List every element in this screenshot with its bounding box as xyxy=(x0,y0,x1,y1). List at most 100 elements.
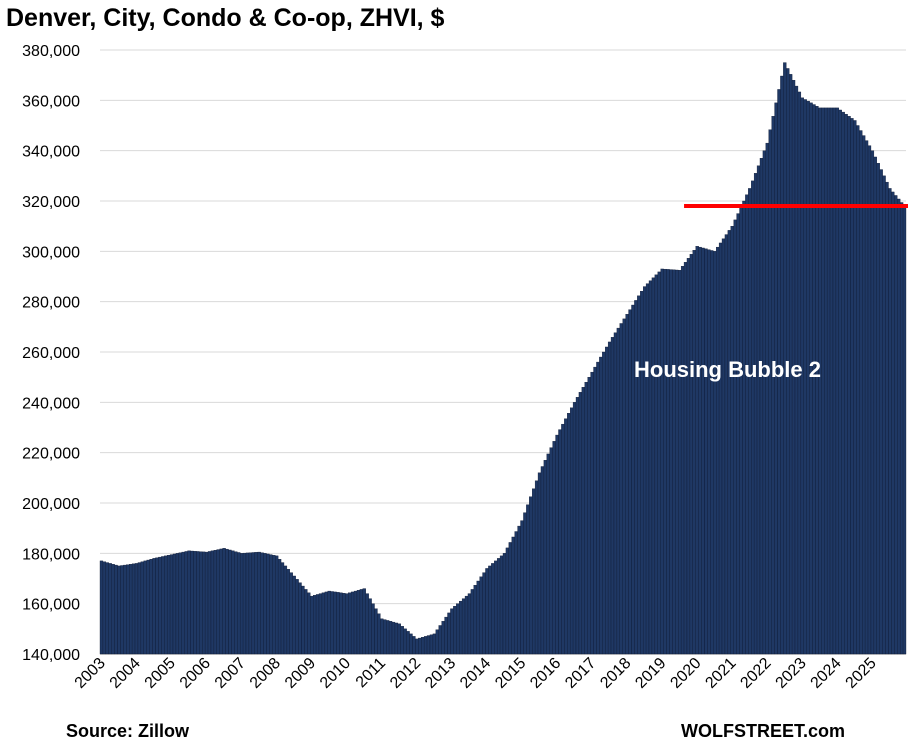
bar xyxy=(663,268,667,655)
bar xyxy=(169,554,174,655)
x-tick-label: 2004 xyxy=(107,655,144,692)
bar xyxy=(590,371,594,655)
bar xyxy=(596,361,600,655)
x-tick-label: 2024 xyxy=(808,655,845,692)
bar xyxy=(753,173,758,655)
bar xyxy=(260,552,264,655)
bar xyxy=(318,593,323,655)
bar xyxy=(675,269,679,655)
bar xyxy=(669,269,673,655)
bar xyxy=(225,548,229,655)
bar xyxy=(374,608,378,655)
bar xyxy=(254,552,258,655)
bar xyxy=(742,200,746,655)
bar xyxy=(202,551,206,655)
bar xyxy=(751,180,755,655)
bar xyxy=(666,269,670,655)
x-tick-label: 2010 xyxy=(317,655,354,692)
bar xyxy=(117,565,121,655)
bar xyxy=(386,620,390,655)
bar xyxy=(126,564,130,655)
bar xyxy=(111,564,115,655)
x-tick-label: 2018 xyxy=(597,655,634,692)
bar xyxy=(549,447,553,655)
x-tick-label: 2009 xyxy=(282,655,319,692)
bar xyxy=(330,591,334,655)
bar xyxy=(888,188,892,655)
bar xyxy=(234,551,238,655)
bar xyxy=(724,234,729,655)
bar xyxy=(701,247,705,655)
bar xyxy=(514,531,518,655)
bar xyxy=(692,250,696,655)
bar xyxy=(491,563,495,655)
bar xyxy=(175,553,180,655)
bar xyxy=(698,246,702,655)
bar xyxy=(555,434,559,655)
bar xyxy=(231,550,235,655)
bar xyxy=(441,621,445,655)
bar xyxy=(587,376,591,655)
bar xyxy=(567,413,571,655)
bar xyxy=(459,600,463,655)
bar xyxy=(418,637,422,655)
bar xyxy=(464,595,469,655)
bar xyxy=(193,551,197,655)
bar xyxy=(885,181,889,655)
y-tick-label: 340,000 xyxy=(22,144,80,161)
bar xyxy=(748,188,752,655)
x-tick-label: 2013 xyxy=(422,655,459,692)
bar xyxy=(266,553,270,655)
bar xyxy=(648,280,653,655)
bar xyxy=(496,558,501,655)
bar xyxy=(561,423,565,655)
bar xyxy=(520,520,524,655)
bar xyxy=(572,402,577,655)
bar-series xyxy=(99,62,907,655)
bar xyxy=(172,553,177,655)
bar xyxy=(578,392,583,655)
x-tick-label: 2019 xyxy=(632,655,669,692)
bar xyxy=(222,548,226,655)
bar xyxy=(739,207,743,655)
bar xyxy=(537,472,542,655)
bar xyxy=(476,580,480,655)
bar xyxy=(123,564,127,655)
bar xyxy=(821,107,825,655)
bar xyxy=(882,175,886,655)
bar xyxy=(713,251,717,655)
bar xyxy=(158,556,162,655)
x-axis-ticks: 2003200420052006200720082009201020112012… xyxy=(72,655,880,692)
bar xyxy=(584,382,588,655)
bar xyxy=(280,562,285,655)
bar xyxy=(727,230,731,655)
bar xyxy=(307,592,311,655)
bar xyxy=(593,366,597,655)
bar xyxy=(736,213,740,655)
bar xyxy=(426,635,431,655)
bar xyxy=(546,453,550,655)
x-tick-label: 2014 xyxy=(457,655,494,692)
bar xyxy=(859,130,863,655)
bar xyxy=(637,295,641,655)
x-tick-label: 2006 xyxy=(177,655,214,692)
bar xyxy=(467,593,472,655)
bar xyxy=(602,351,606,655)
bar xyxy=(394,622,399,655)
bar xyxy=(368,598,372,655)
bar xyxy=(336,592,340,655)
bar xyxy=(295,579,299,655)
bar xyxy=(899,202,904,655)
y-tick-label: 280,000 xyxy=(22,295,80,312)
bar xyxy=(453,606,457,655)
x-tick-label: 2016 xyxy=(527,655,564,692)
bar xyxy=(599,356,603,655)
bar xyxy=(762,150,767,655)
bar xyxy=(421,637,425,655)
bar xyxy=(657,271,661,655)
bar xyxy=(450,608,454,655)
bar xyxy=(502,553,507,655)
bar xyxy=(380,618,384,655)
bar xyxy=(362,588,366,655)
bar xyxy=(876,163,880,655)
